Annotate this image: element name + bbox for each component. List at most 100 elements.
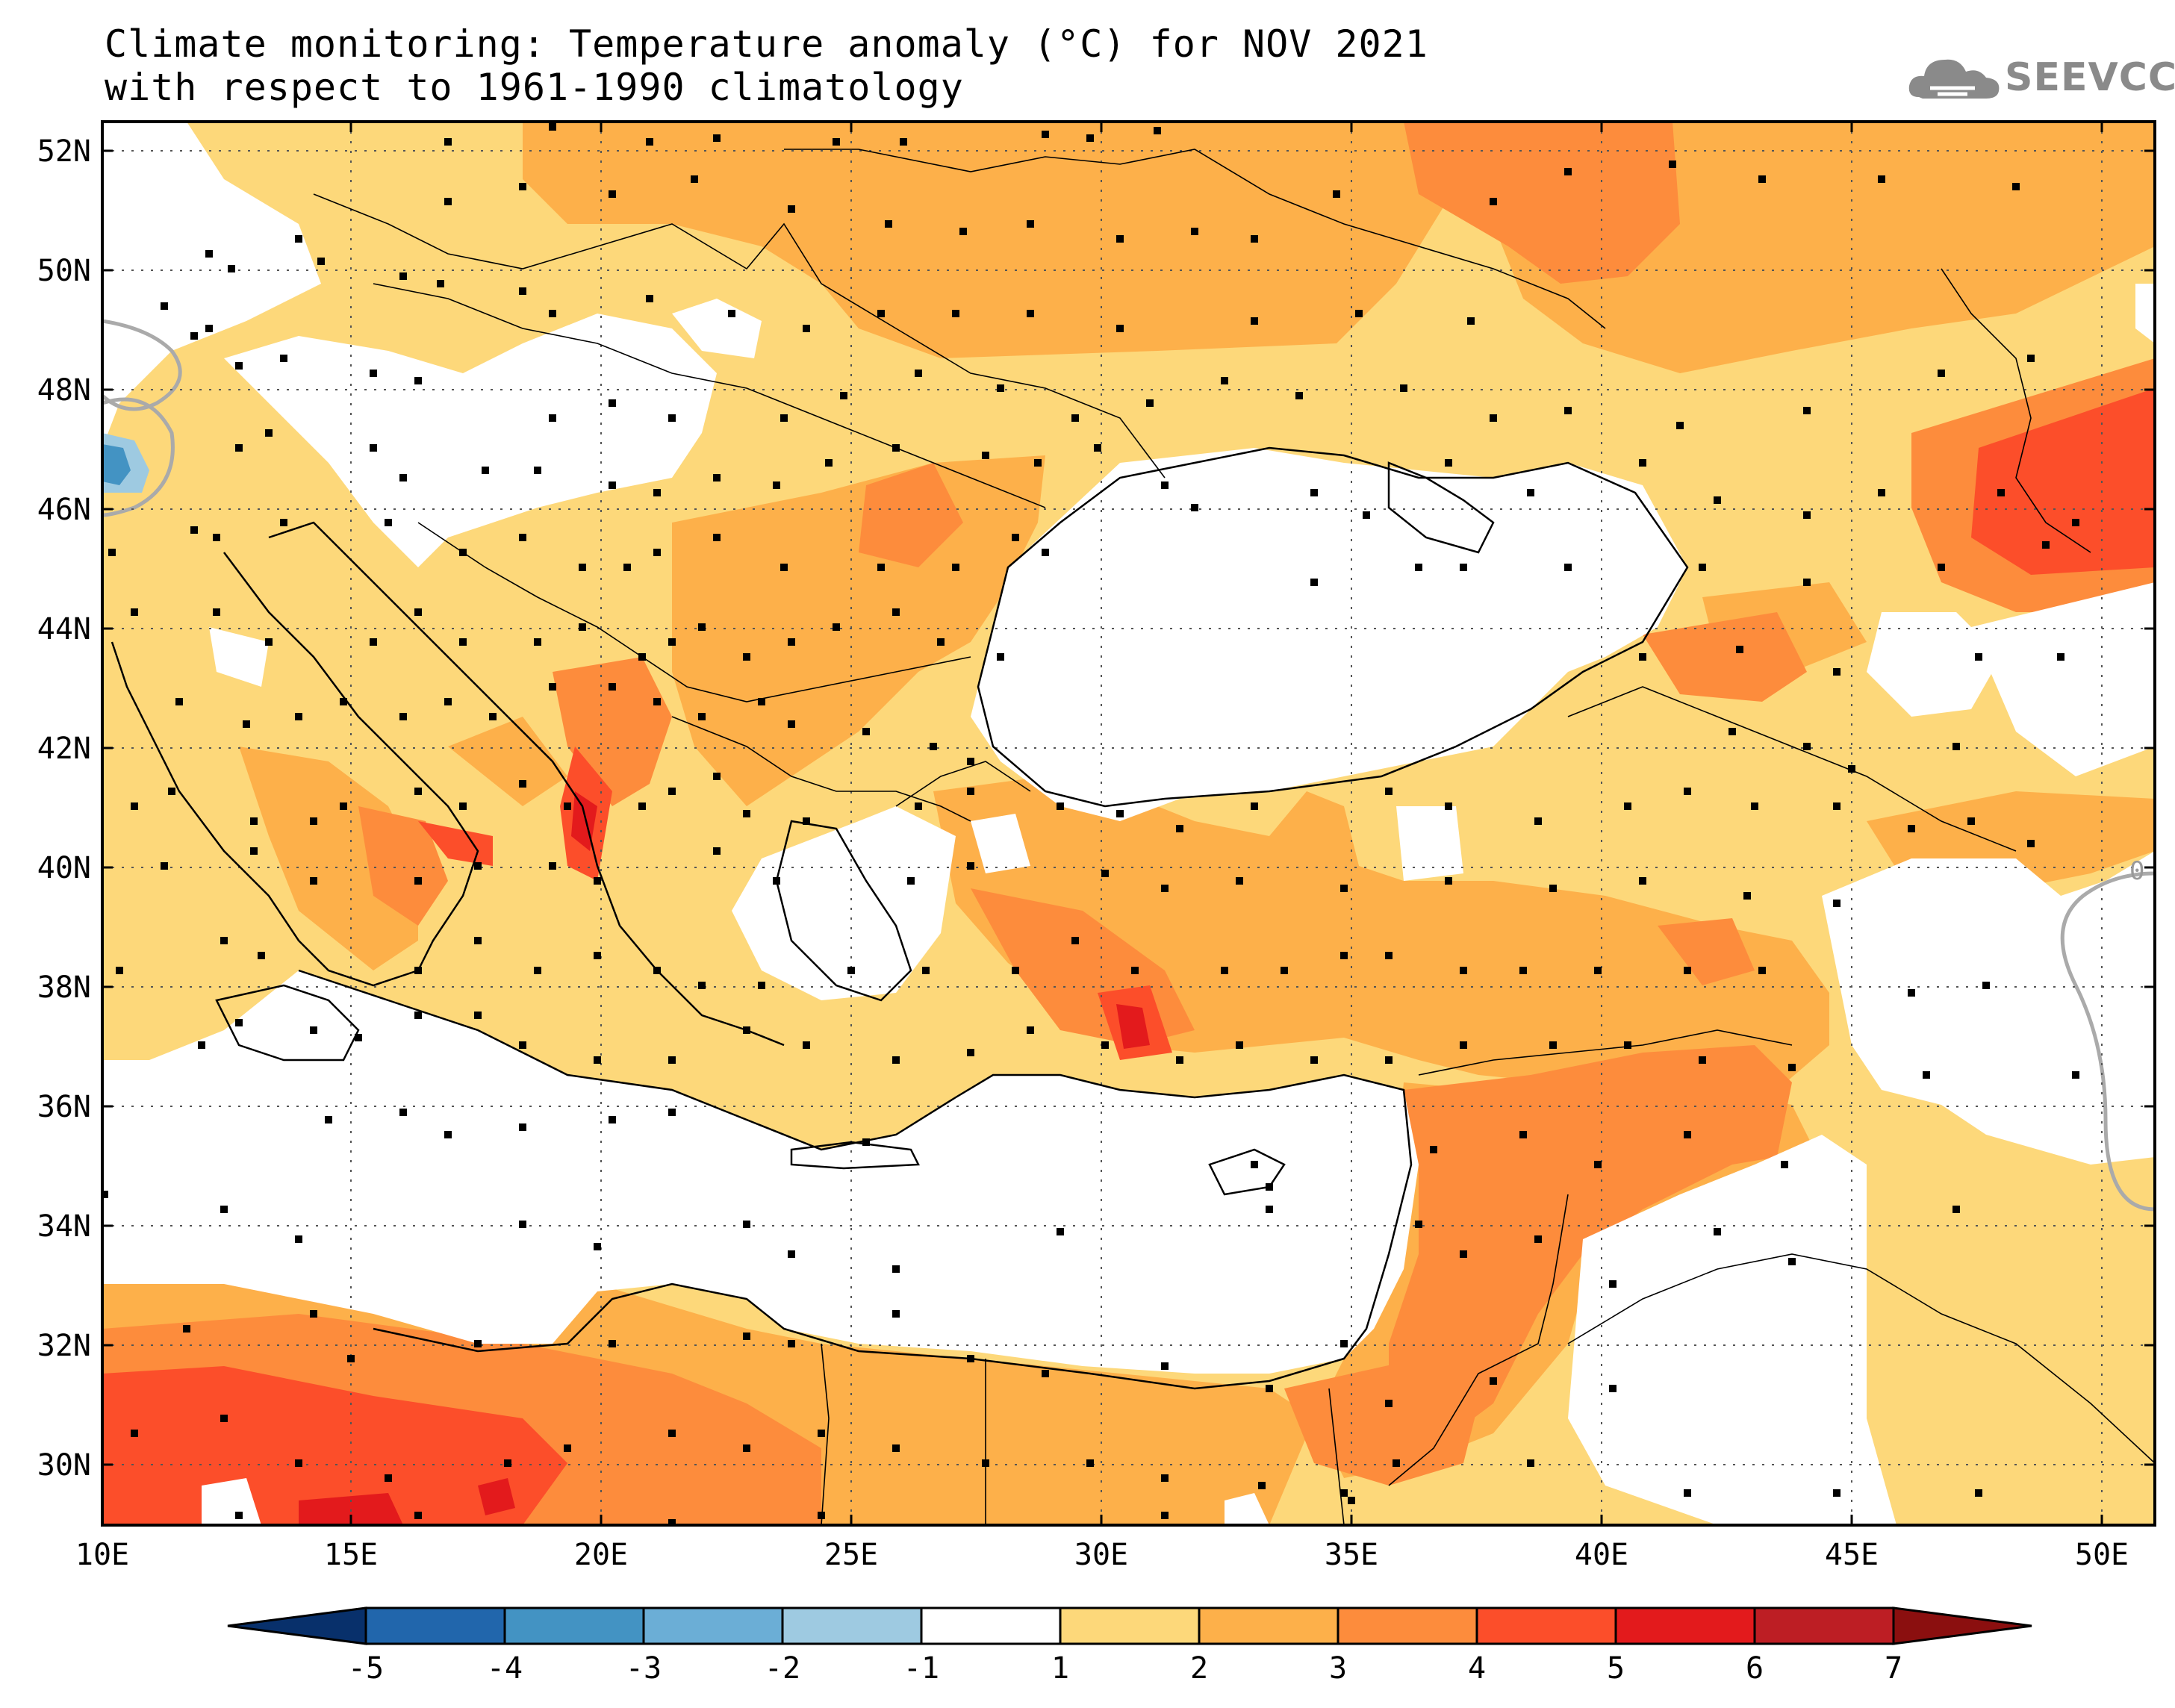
- station-marker: [1878, 175, 1885, 183]
- station-marker: [1938, 564, 1945, 571]
- station-marker: [549, 683, 556, 691]
- station-marker: [1385, 952, 1393, 959]
- station-marker: [1086, 1459, 1094, 1467]
- station-marker: [773, 481, 780, 489]
- zero-contour-west: [102, 319, 182, 517]
- station-marker: [1191, 228, 1198, 235]
- colorbar-label-neg1: -1: [903, 1651, 940, 1686]
- station-marker: [1490, 198, 1497, 205]
- station-marker: [504, 1459, 511, 1467]
- station-marker: [713, 847, 721, 855]
- station-marker: [1415, 1221, 1422, 1228]
- station-marker: [444, 198, 452, 205]
- map-title-line-1: Climate monitoring: Temperature anomaly …: [105, 22, 1428, 66]
- station-marker: [803, 1041, 810, 1049]
- station-marker: [743, 1333, 750, 1340]
- station-marker: [743, 653, 750, 661]
- station-marker: [310, 1026, 317, 1034]
- map-title-line-2: with respect to 1961-1990 climatology: [105, 66, 964, 109]
- station-marker: [743, 1444, 750, 1452]
- colorbar-segment: [503, 1606, 645, 1645]
- station-marker: [519, 1041, 526, 1049]
- station-marker: [1094, 444, 1101, 452]
- station-marker: [1549, 885, 1557, 892]
- station-marker: [1564, 564, 1572, 571]
- station-marker: [1534, 817, 1542, 825]
- station-marker: [1594, 967, 1602, 974]
- station-marker: [788, 205, 795, 213]
- station-marker: [1445, 802, 1452, 810]
- station-marker: [235, 1512, 243, 1519]
- station-marker: [385, 1474, 392, 1482]
- station-marker: [1751, 802, 1758, 810]
- station-marker: [997, 653, 1004, 661]
- station-marker: [243, 720, 250, 728]
- station-marker: [564, 802, 571, 810]
- station-marker: [885, 220, 892, 228]
- station-marker: [877, 564, 885, 571]
- station-marker: [1131, 967, 1139, 974]
- station-marker: [1833, 900, 1840, 907]
- station-marker: [1699, 1056, 1706, 1064]
- station-marker: [1684, 1131, 1691, 1138]
- station-marker: [698, 982, 706, 989]
- station-marker: [967, 862, 974, 870]
- station-marker: [579, 564, 586, 571]
- station-marker: [668, 1109, 676, 1116]
- station-marker: [653, 549, 661, 556]
- station-marker: [840, 392, 847, 399]
- station-marker: [1057, 1228, 1064, 1235]
- station-marker: [564, 1444, 571, 1452]
- station-marker: [235, 1019, 243, 1026]
- station-marker: [1684, 1489, 1691, 1497]
- station-marker: [646, 295, 653, 302]
- station-marker: [668, 638, 676, 646]
- station-marker: [1803, 743, 1811, 750]
- station-marker: [414, 877, 422, 885]
- station-marker: [474, 862, 482, 870]
- lat-label-52n: 52N: [37, 134, 91, 169]
- station-marker: [1519, 967, 1527, 974]
- station-marker: [967, 758, 974, 765]
- station-marker: [862, 728, 870, 735]
- station-marker: [1758, 175, 1766, 183]
- station-marker: [1714, 496, 1721, 504]
- station-marker: [646, 138, 653, 146]
- station-marker: [803, 325, 810, 332]
- station-marker: [1803, 407, 1811, 414]
- lat-label-30n: 30N: [37, 1448, 91, 1483]
- station-marker: [1445, 877, 1452, 885]
- station-marker: [1221, 967, 1228, 974]
- station-marker: [1997, 489, 2005, 496]
- station-marker: [1967, 817, 1975, 825]
- station-marker: [780, 564, 788, 571]
- station-marker: [788, 638, 795, 646]
- station-marker: [1527, 1459, 1534, 1467]
- station-marker: [638, 802, 646, 810]
- station-marker: [743, 1221, 750, 1228]
- station-marker: [788, 1340, 795, 1347]
- station-marker: [1281, 967, 1288, 974]
- station-marker: [1564, 168, 1572, 175]
- station-marker: [1460, 1250, 1467, 1258]
- station-marker: [280, 355, 287, 362]
- station-marker: [1669, 160, 1676, 168]
- station-marker: [1295, 392, 1303, 399]
- station-marker: [1161, 1362, 1169, 1370]
- station-marker: [1340, 1340, 1348, 1347]
- station-marker: [713, 134, 721, 142]
- station-marker: [1490, 414, 1497, 422]
- colorbar-label-6: 6: [1745, 1651, 1764, 1686]
- station-marker: [1161, 885, 1169, 892]
- station-marker: [1086, 134, 1094, 142]
- station-marker: [930, 743, 937, 750]
- station-marker: [1161, 481, 1169, 489]
- station-marker: [1027, 220, 1034, 228]
- station-marker: [1348, 1497, 1355, 1504]
- station-marker: [1161, 1512, 1169, 1519]
- station-marker: [1042, 131, 1049, 138]
- station-marker: [1027, 1026, 1034, 1034]
- zero-contour-east: [2060, 871, 2155, 1212]
- station-marker: [1310, 489, 1318, 496]
- station-marker: [459, 549, 467, 556]
